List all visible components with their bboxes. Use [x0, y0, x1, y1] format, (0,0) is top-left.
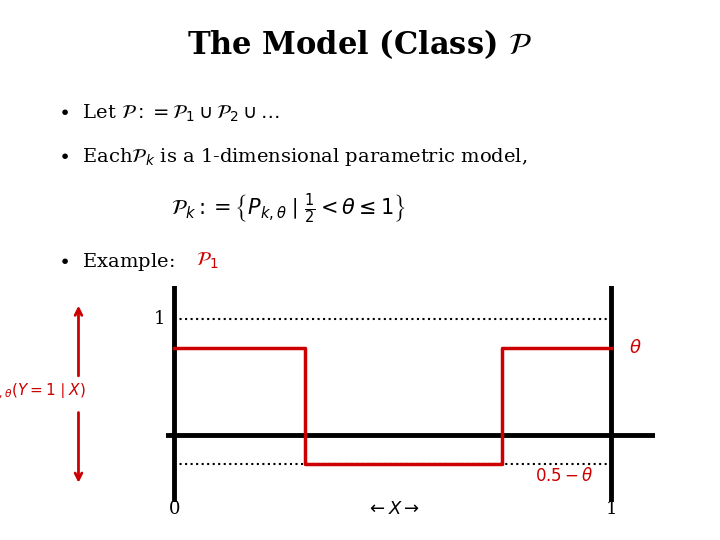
Text: 0: 0: [168, 500, 180, 518]
Text: $P_{1,\theta}(Y=1 \mid X)$: $P_{1,\theta}(Y=1 \mid X)$: [0, 382, 86, 401]
Text: $\bullet$  Example:: $\bullet$ Example:: [58, 251, 176, 273]
Text: 1: 1: [606, 500, 617, 518]
Text: $\leftarrow X \rightarrow$: $\leftarrow X \rightarrow$: [366, 500, 420, 518]
Text: $\bullet$  Let $\mathcal{P} := \mathcal{P}_1 \cup \mathcal{P}_2 \cup \ldots$: $\bullet$ Let $\mathcal{P} := \mathcal{P…: [58, 103, 279, 124]
Text: $\theta$: $\theta$: [629, 339, 642, 357]
Text: $0.5 - \theta$: $0.5 - \theta$: [535, 467, 594, 485]
Text: $\mathcal{P}_1$: $\mathcal{P}_1$: [196, 251, 218, 272]
Text: 1: 1: [154, 310, 166, 328]
Text: $\bullet$  Each$\mathcal{P}_k$ is a 1-dimensional parametric model,: $\bullet$ Each$\mathcal{P}_k$ is a 1-dim…: [58, 146, 527, 168]
Text: $\mathcal{P}_k := \left\{ P_{k,\theta} \mid \frac{1}{2} < \theta \leq 1 \right\}: $\mathcal{P}_k := \left\{ P_{k,\theta} \…: [171, 192, 405, 226]
Text: The Model (Class) $\mathcal{P}$: The Model (Class) $\mathcal{P}$: [187, 27, 533, 61]
